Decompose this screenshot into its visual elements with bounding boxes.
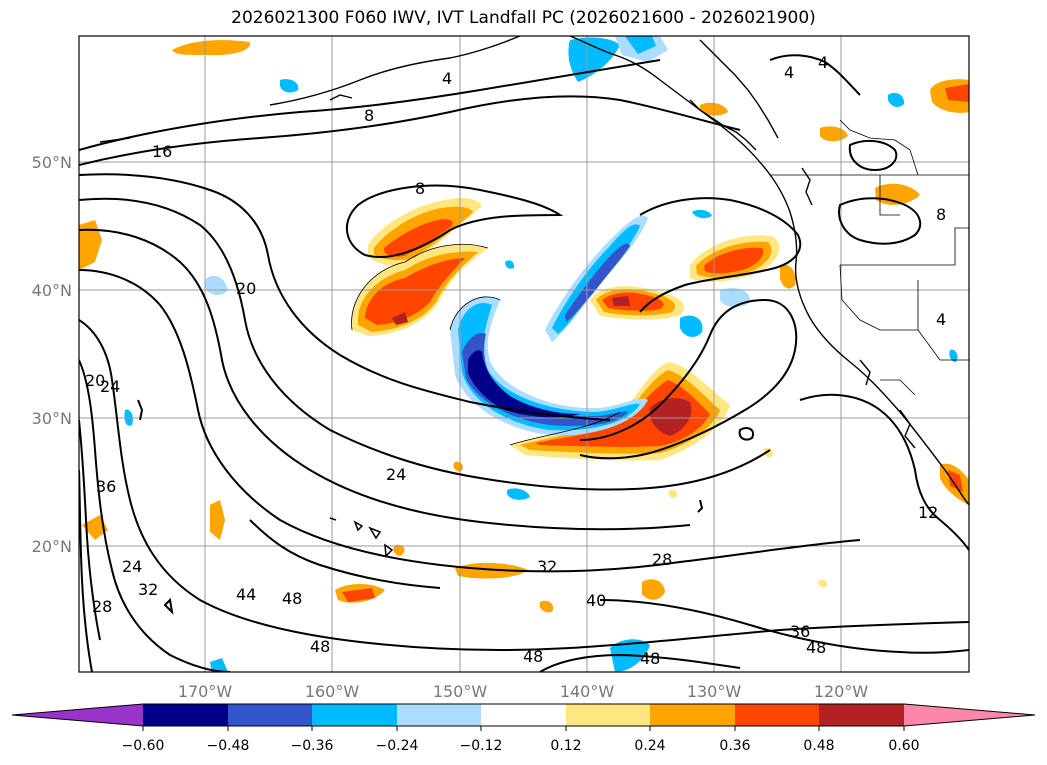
political-borders <box>770 119 969 396</box>
colorbar-segment <box>397 704 481 726</box>
contour-label: 8 <box>936 205 946 224</box>
contour-label: 40 <box>586 591 606 610</box>
lat-label: 40°N <box>32 281 72 300</box>
colorbar-segment <box>143 704 228 726</box>
map-panel <box>79 36 969 672</box>
lon-label: 130°W <box>687 682 742 701</box>
contour-label: 48 <box>640 649 660 668</box>
lat-label: 30°N <box>32 409 72 428</box>
iwv-contours-thin <box>351 243 621 446</box>
colorbar-tick-label: 0.24 <box>634 738 665 754</box>
colorbar-segment <box>904 704 1035 726</box>
contour-label: 28 <box>652 550 672 569</box>
contour-label: 8 <box>415 179 425 198</box>
map-content <box>79 36 969 672</box>
colorbar-segment <box>481 704 566 726</box>
contour-label: 4 <box>818 53 828 72</box>
lon-label: 150°W <box>433 682 488 701</box>
contour-label: 20 <box>85 371 105 390</box>
colorbar-segment <box>735 704 819 726</box>
colorbar-tick-label: −0.36 <box>291 738 334 754</box>
lat-label: 50°N <box>32 153 72 172</box>
lon-label: 120°W <box>814 682 869 701</box>
contour-label: 8 <box>364 106 374 125</box>
colorbar-segment <box>650 704 735 726</box>
contour-label: 48 <box>282 589 302 608</box>
contour-label: 4 <box>442 69 452 88</box>
colorbar-tick-label: 0.60 <box>888 738 919 754</box>
contour-label: 4 <box>936 310 946 329</box>
lon-label: 140°W <box>560 682 615 701</box>
colorbar-tick-label: 0.36 <box>719 738 750 754</box>
contour-label: 48 <box>310 637 330 656</box>
contour-label: 4 <box>784 63 794 82</box>
longitude-labels: 170°W 160°W 150°W 140°W 130°W 120°W <box>178 682 869 701</box>
colorbar: −0.60 −0.48 −0.36 −0.24 −0.12 0.12 0.24 … <box>11 703 1036 754</box>
colorbar-segment <box>228 704 312 726</box>
latitude-labels: 50°N 40°N 30°N 20°N <box>32 153 72 556</box>
colorbar-tick-label: −0.60 <box>122 738 165 754</box>
lon-label: 170°W <box>178 682 233 701</box>
colorbar-segment <box>312 704 397 726</box>
contour-label: 20 <box>236 279 256 298</box>
contour-label: 24 <box>122 557 142 576</box>
contour-label: 32 <box>138 580 158 599</box>
negative-anomaly-shading <box>124 36 958 672</box>
colorbar-segment <box>12 704 143 726</box>
lat-label: 20°N <box>32 537 72 556</box>
contour-label: 16 <box>152 142 172 161</box>
contour-label: 12 <box>918 503 938 522</box>
contour-label: 24 <box>386 465 406 484</box>
colorbar-segment <box>566 704 650 726</box>
contour-label: 32 <box>537 557 557 576</box>
contour-label: 48 <box>806 638 826 657</box>
contour-label: 24 <box>100 377 120 396</box>
lon-label: 160°W <box>305 682 360 701</box>
contour-label: 44 <box>236 585 256 604</box>
contour-label: 36 <box>96 477 116 496</box>
contour-label: 36 <box>790 622 810 641</box>
map-frame <box>78 35 970 673</box>
colorbar-ticks <box>142 726 905 731</box>
positive-anomaly-shading <box>79 40 969 613</box>
contour-label: 28 <box>92 597 112 616</box>
colorbar-tick-label: −0.48 <box>207 738 250 754</box>
iwv-contours <box>79 54 969 672</box>
page-title: 2026021300 F060 IWV, IVT Landfall PC (20… <box>231 8 816 28</box>
colorbar-tick-label: 0.48 <box>803 738 834 754</box>
colorbar-tick-label: −0.12 <box>460 738 503 754</box>
contour-label: 48 <box>523 647 543 666</box>
hawaii-islands <box>329 517 394 558</box>
colorbar-tick-label: −0.24 <box>376 738 419 754</box>
contour-labels: 4 4 4 4 8 8 8 16 20 20 24 24 24 28 28 32… <box>85 53 946 668</box>
colorbar-segment <box>819 704 904 726</box>
colorbar-tick-label: 0.12 <box>550 738 581 754</box>
